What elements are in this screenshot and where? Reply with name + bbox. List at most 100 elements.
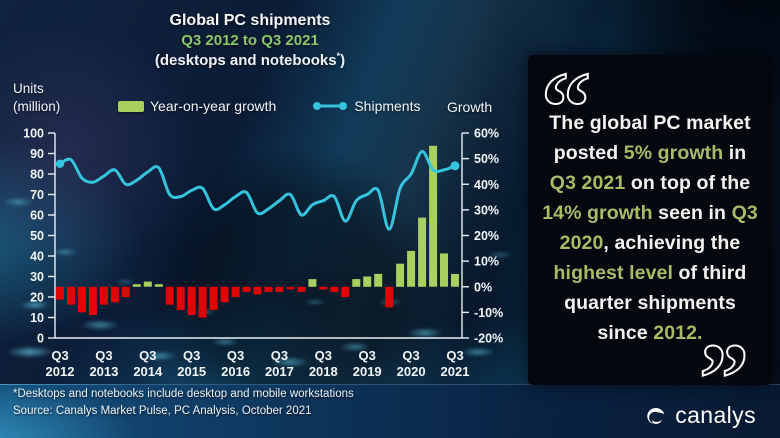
left-axis-tick-label: 20 (30, 291, 44, 305)
x-axis-tick-quarter: Q3 (359, 348, 376, 363)
quote-segment: on top of the (625, 171, 751, 194)
left-axis-tick-label: 70 (30, 188, 44, 202)
x-axis-tick-quarter: Q3 (446, 348, 463, 363)
axis-lines (54, 133, 463, 339)
chart-subnote: (desktops and notebooks*) (0, 51, 500, 71)
subnote-text: (desktops and notebooks (154, 51, 337, 69)
chart-canvas: 100908070605040302010060%50%40%30%20%10%… (23, 127, 503, 380)
growth-bar (187, 286, 196, 315)
growth-bar (88, 286, 97, 315)
left-axis-tick-label: 0 (37, 332, 44, 346)
chart-subtitle: Q3 2012 to Q3 2021 (181, 32, 319, 50)
right-axis-tick-label: 20% (474, 229, 499, 243)
growth-bar (352, 279, 361, 287)
growth-bar (286, 286, 295, 290)
growth-bar (407, 250, 416, 287)
chart-title-block: Global PC shipments Q3 2012 to Q3 2021 (… (0, 10, 500, 71)
footnote-text: *Desktops and notebooks include desktop … (13, 388, 354, 400)
subnote-close-paren: ) (340, 51, 346, 69)
x-axis-tick-year: 2016 (221, 364, 250, 379)
legend-growth-label: Year-on-year growth (150, 98, 277, 114)
growth-bar (56, 286, 64, 300)
quote-segment: 14% growth (542, 201, 653, 224)
quote-segment: The global PC market posted (549, 111, 751, 164)
quote-segment: 2012. (653, 321, 703, 344)
growth-bar (99, 286, 108, 305)
open-quote-icon: “ (540, 50, 592, 163)
growth-bar (121, 286, 130, 298)
growth-bar (341, 286, 350, 298)
shipments-line-start-dot (55, 159, 65, 168)
x-axis-tick-year: 2013 (89, 364, 118, 379)
growth-bar (330, 286, 339, 292)
right-axis-tick-label: -20% (474, 332, 503, 346)
right-axis-tick-label: 60% (474, 127, 499, 141)
shipments-line (58, 149, 457, 231)
growth-bar (396, 263, 405, 287)
quote-segment: Q3 2020 (559, 201, 758, 254)
left-axis-title: Units (million) (13, 80, 60, 115)
growth-bar (264, 286, 273, 292)
growth-bar (110, 286, 119, 303)
growth-bar (231, 286, 240, 298)
close-quote-icon: ” (698, 322, 750, 435)
footer-notes: *Desktops and notebooks include desktop … (13, 386, 354, 419)
quote-segment: in (723, 141, 747, 164)
growth-bar (253, 286, 262, 295)
left-axis-tick-label: 100 (23, 127, 44, 141)
quote-segment: seen in (652, 201, 732, 224)
growth-bar (242, 286, 251, 292)
legend-bar-swatch-icon (118, 100, 144, 112)
right-axis-tick-label: 50% (474, 152, 499, 166)
left-axis-tick-label: 40 (30, 250, 44, 264)
quote-text: The global PC market posted 5% growth in… (542, 108, 758, 348)
canalys-logo-text: canalys (675, 402, 756, 428)
growth-bar (418, 217, 427, 287)
growth-bar (385, 286, 394, 308)
growth-bar (308, 279, 317, 287)
quote-segment: Q3 2021 (549, 171, 626, 194)
growth-bar (77, 286, 86, 313)
x-axis-tick-year: 2021 (441, 364, 470, 379)
growth-bar (176, 286, 185, 310)
left-axis-tick-label: 50 (30, 229, 44, 243)
quote-segment: highest level (553, 261, 673, 284)
growth-bar (132, 284, 141, 287)
quote-segment: 5% growth (623, 141, 724, 164)
left-axis-tick-label: 30 (30, 270, 44, 284)
shipments-line-end-dot (450, 161, 460, 171)
open-quote-glyph: “ (541, 51, 591, 162)
x-axis-tick-year: 2015 (177, 364, 206, 379)
right-axis-tick-label: 40% (474, 178, 499, 192)
chart-legend: Year-on-year growth Shipments (118, 98, 420, 114)
growth-bar (451, 273, 459, 287)
growth-bar (198, 286, 207, 318)
growth-bar (154, 284, 163, 287)
shipments-growth-chart: 100 90 80 70 60 50 40 30 20 10 0 60% 50% 40% 30% 20% 10%… (0, 120, 512, 385)
close-quote-glyph: ” (699, 323, 749, 434)
growth-bar (67, 286, 75, 305)
x-axis-tick-year: 2014 (133, 364, 163, 379)
left-axis-title-line2: (million) (13, 98, 61, 114)
left-axis-tick-label: 10 (30, 311, 44, 325)
chart-title: Global PC shipments (169, 12, 331, 29)
subnote-asterisk: * (336, 50, 341, 61)
legend-item-growth: Year-on-year growth (118, 98, 276, 114)
canalys-logo: canalys (642, 402, 756, 429)
x-axis-tick-year: 2018 (309, 364, 338, 379)
x-axis-tick-quarter: Q3 (95, 348, 112, 363)
right-axis-title: Growth (447, 99, 493, 115)
x-axis-tick-year: 2017 (265, 364, 294, 379)
growth-bar (319, 286, 328, 290)
legend-shipments-label: Shipments (354, 98, 421, 114)
growth-bar (363, 276, 372, 287)
right-axis-tick-label: 10% (474, 255, 499, 269)
x-axis-tick-quarter: Q3 (402, 348, 419, 363)
growth-bar (165, 286, 174, 305)
left-axis-tick-label: 60 (30, 209, 44, 223)
left-axis-tick-label: 80 (30, 168, 44, 182)
x-axis-tick-quarter: Q3 (271, 348, 288, 363)
growth-bar (143, 281, 152, 287)
growth-bar (374, 273, 383, 287)
